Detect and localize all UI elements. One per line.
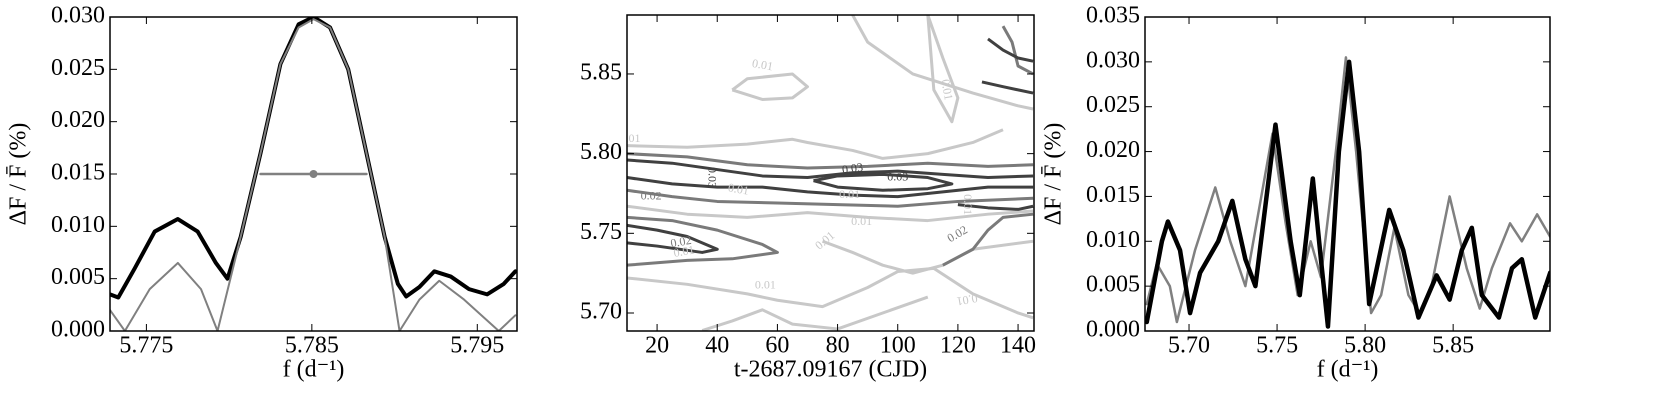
x-tick-label: 5.70 [1168, 333, 1210, 359]
y-tick-label: 0.035 [1086, 3, 1140, 29]
contour-line [987, 37, 1034, 63]
x-tick-label: 20 [645, 333, 669, 359]
x-tick-label: 40 [705, 333, 729, 359]
contour-line [981, 80, 1034, 95]
x-tick-label: 80 [826, 333, 850, 359]
contour-label: 0.01 [672, 242, 695, 259]
contour-label: 0.01 [620, 131, 641, 145]
x-tick-label: 5.785 [285, 333, 339, 359]
contour-line [627, 204, 1034, 223]
contour-line [627, 128, 1004, 160]
contour-label: 0.01 [938, 78, 955, 101]
y-tick-label: 0.000 [1086, 317, 1140, 343]
contour-label: 0.01 [961, 194, 975, 215]
contour-line [851, 15, 1034, 111]
y-axis-label: ΔF / F̄ (%) [6, 123, 32, 226]
y-tick-label: 0.005 [51, 264, 105, 290]
y-tick-label: 5.85 [580, 59, 622, 85]
y-tick-label: 0.010 [1086, 227, 1140, 253]
x-axis-label: t-2687.09167 (CJD) [734, 357, 927, 383]
y-tick-label: 0.020 [1086, 137, 1140, 163]
contour-label: 0.03 [887, 169, 908, 183]
plot-area [110, 17, 517, 331]
contour-line [926, 15, 960, 124]
contour-line [627, 223, 719, 254]
contour-label: 0.01 [839, 187, 860, 201]
contour-label: 0.01 [727, 180, 750, 197]
y-tick-label: 0.025 [51, 55, 105, 81]
contour-label: 0.03 [705, 167, 719, 188]
panel: 5.70 5.75 5.80 5.85 0.000 0.005 0.010 0.015 0.02… [1041, 3, 1551, 383]
x-tick-label: 60 [765, 333, 789, 359]
series-line [1145, 56, 1550, 324]
contour-line [627, 266, 1034, 320]
contour-line [731, 72, 809, 101]
y-tick-label: 5.75 [580, 219, 622, 245]
y-tick-label: 5.70 [580, 298, 622, 324]
y-tick-label: 0.005 [1086, 272, 1140, 298]
y-tick-label: 0.000 [51, 317, 105, 343]
contour-label: 0.02 [641, 188, 662, 202]
contour-line [627, 215, 779, 267]
contour-label: 0.02 [669, 233, 692, 250]
contour-line [957, 203, 1034, 211]
contour-label: 0.03 [841, 160, 864, 177]
x-axis-label: f (d⁻¹) [1317, 357, 1379, 383]
plot-area [1145, 56, 1550, 329]
contour-line [627, 176, 1034, 199]
x-tick-label: 140 [1000, 333, 1036, 359]
contour-label: 0.01 [755, 278, 776, 292]
y-tick-label: 0.010 [51, 212, 105, 238]
marker [309, 170, 318, 178]
y-tick-label: 0.015 [1086, 182, 1140, 208]
x-tick-label: 5.80 [1344, 333, 1386, 359]
contour-line [813, 172, 954, 192]
contour-line [822, 239, 1034, 275]
series-line [110, 17, 517, 300]
series-line [1145, 59, 1550, 329]
panel: 0.03 0.030.030.02 0.010.010.010.010.010.01… [580, 14, 1036, 383]
x-tick-label: 100 [880, 333, 916, 359]
plot-frame [626, 14, 1035, 332]
contour-line [627, 158, 1034, 180]
x-axis-label: f (d⁻¹) [283, 357, 345, 383]
x-tick-label: 120 [940, 333, 976, 359]
plot-area: 0.03 0.030.030.02 0.010.010.010.010.010.01… [620, 15, 1034, 331]
contour-line [942, 212, 1034, 267]
y-tick-label: 5.80 [580, 139, 622, 165]
y-tick-label: 0.015 [51, 160, 105, 186]
x-tick-label: 5.75 [1256, 333, 1298, 359]
contour-label: 0.01 [812, 228, 837, 252]
series-line [110, 18, 517, 331]
contour-line [701, 295, 929, 331]
y-tick-label: 0.020 [51, 107, 105, 133]
plot-frame [1144, 16, 1551, 332]
x-tick-label: 5.775 [119, 333, 173, 359]
contour-label: 0.01 [751, 56, 774, 73]
contour-label: 0.01 [851, 214, 872, 228]
y-tick-label: 0.030 [1086, 47, 1140, 73]
contour-label: 0.02 [945, 223, 970, 246]
y-tick-label: 0.030 [51, 3, 105, 29]
y-axis-label: ΔF / F̄ (%) [1041, 123, 1067, 226]
contour-line [627, 188, 1034, 208]
x-tick-label: 5.795 [450, 333, 504, 359]
contour-label: 0.01 [956, 291, 979, 308]
contour-line [627, 152, 1034, 170]
contour-line [1001, 25, 1034, 76]
y-tick-label: 0.025 [1086, 92, 1140, 118]
x-tick-label: 5.85 [1432, 333, 1474, 359]
panel: 5.775 5.785 5.795 0.000 0.005 0.010 0.015 0.020… [6, 3, 518, 383]
